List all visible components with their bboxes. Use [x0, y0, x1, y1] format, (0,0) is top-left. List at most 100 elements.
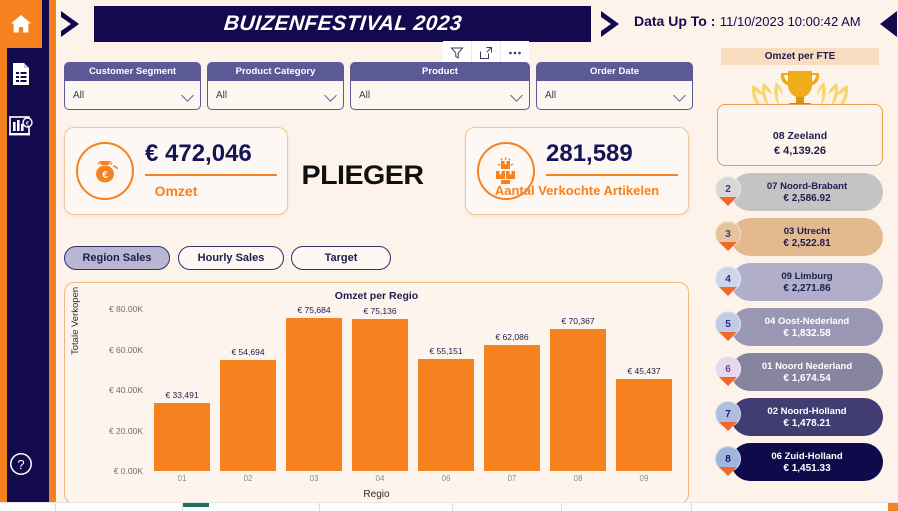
chart-bar[interactable] [285, 317, 343, 471]
chart-bar-group[interactable]: € 75,136 04 [347, 305, 413, 483]
chart-bar[interactable] [483, 345, 541, 471]
page-tab[interactable] [0, 503, 56, 511]
slicer-order-date[interactable]: Order Date All [536, 62, 693, 110]
ranking-row-6[interactable]: 6 01 Noord Nederland € 1,674.54 [715, 353, 883, 391]
chart-bar-group[interactable]: € 45,437 09 [611, 309, 677, 483]
kpi-value: € 472,046 [145, 140, 252, 167]
kpi-label: Aantal Verkochte Artikelen [494, 183, 660, 198]
ranking-name: 09 Limburg [781, 270, 833, 282]
slicer-label: Customer Segment [64, 62, 201, 81]
kpi-divider [546, 174, 678, 176]
boxes-stack-icon [496, 157, 515, 184]
page-tab-strip[interactable] [0, 502, 898, 511]
left-navigation-rail: € ? [0, 0, 56, 511]
chart-bar-group[interactable]: € 75,684 03 [281, 305, 347, 483]
slicer-dropdown[interactable]: All [536, 81, 693, 110]
chart-bar-value-label: € 33,491 [165, 390, 199, 401]
focus-mode-button[interactable] [472, 41, 500, 65]
rail-background [7, 0, 49, 511]
rank-medal-ribbon [719, 422, 737, 431]
chart-x-tick: 07 [507, 474, 517, 483]
rank-medal-ribbon [719, 287, 737, 296]
page-title: BUIZENFESTIVAL 2023 [222, 12, 463, 35]
ranking-row-4[interactable]: 4 09 Limburg € 2,271.86 [715, 263, 883, 301]
ranking-row-7[interactable]: 7 02 Noord-Holland € 1,478.21 [715, 398, 883, 436]
sidebar-item-report[interactable] [0, 52, 42, 96]
chart-x-axis-title: Regio [363, 489, 390, 500]
home-icon [11, 15, 31, 33]
ranking-row-2[interactable]: 2 07 Noord-Brabant € 2,586.92 [715, 173, 883, 211]
ranking-row-3[interactable]: 3 03 Utrecht € 2,522.81 [715, 218, 883, 256]
chart-panel[interactable]: Omzet per Regio Totale Verkopen € 0.00K €… [64, 282, 689, 504]
tab-target[interactable]: Target [291, 246, 391, 270]
slicer-product[interactable]: Product All [350, 62, 530, 110]
data-up-to: Data Up To : 11/10/2023 10:00:42 AM [634, 13, 861, 31]
kpi-value: 281,589 [546, 140, 633, 167]
chart-bar[interactable] [351, 318, 409, 471]
page-tab[interactable] [453, 503, 562, 511]
chart-x-tick: 01 [177, 474, 187, 483]
filter-button[interactable] [443, 41, 471, 65]
tab-hourly-sales[interactable]: Hourly Sales [178, 246, 284, 270]
chart-bar-group[interactable]: € 62,086 07 [479, 309, 545, 483]
rank-medal-ribbon [719, 377, 737, 386]
ranking-value: € 1,674.54 [783, 372, 831, 384]
sidebar-item-data[interactable]: € [0, 104, 42, 148]
chart-bar-group[interactable]: € 33,491 01 [149, 309, 215, 483]
kpi-icon-ring [477, 142, 535, 200]
svg-text:?: ? [17, 457, 24, 472]
slicer-value: All [216, 89, 228, 101]
rank-medal-ribbon [719, 467, 737, 476]
chart-x-tick: 06 [441, 474, 451, 483]
tab-region-sales[interactable]: Region Sales [64, 246, 170, 270]
chevron-end-decor-icon [880, 11, 897, 37]
slicer-dropdown[interactable]: All [207, 81, 344, 110]
ranking-name: 02 Noord-Holland [767, 405, 847, 417]
sidebar-item-home[interactable] [0, 0, 42, 48]
ranking-value: € 1,451.33 [783, 462, 831, 474]
slicer-product-category[interactable]: Product Category All [207, 62, 344, 110]
chart-bar-value-label: € 75,136 [363, 305, 397, 316]
chart-bar-value-label: € 45,437 [627, 366, 661, 376]
ranking-row-8[interactable]: 8 06 Zuid-Holland € 1,451.33 [715, 443, 883, 481]
kpi-icon-ring: € [76, 142, 134, 200]
ranking-row-5[interactable]: 5 04 Oost-Nederland € 1,832.58 [715, 308, 883, 346]
chevron-left-notch [61, 17, 71, 31]
chart-x-tick: 04 [375, 474, 385, 483]
data-up-to-label: Data Up To : [634, 13, 716, 29]
page-strip-accent [888, 503, 898, 511]
page-tab[interactable] [56, 503, 183, 511]
page-tab[interactable] [183, 503, 320, 511]
chart-bar-group[interactable]: € 54,694 02 [215, 309, 281, 483]
ranking-row-1[interactable]: 08 Zeeland € 4,139.26 [717, 104, 883, 166]
chart-bar-value-label: € 75,684 [297, 304, 331, 315]
filter-funnel-icon [450, 47, 464, 59]
slicer-value: All [359, 89, 371, 101]
kpi-divider [145, 174, 277, 176]
sidebar-item-help[interactable]: ? [0, 442, 42, 486]
more-options-icon [509, 51, 521, 55]
chart-bar[interactable] [549, 328, 607, 471]
slicer-label: Product [350, 62, 530, 81]
chart-bar[interactable] [417, 359, 475, 471]
chart-bar-group[interactable]: € 55,151 06 [413, 309, 479, 483]
kpi-label: Omzet [154, 183, 198, 199]
more-options-button[interactable] [501, 41, 529, 65]
svg-text:€: € [26, 122, 30, 128]
chevron-down-icon [673, 89, 686, 102]
chart-title: Omzet per Regio [334, 290, 419, 302]
chart-bar[interactable] [153, 403, 211, 471]
chart-bar-value-label: € 70,367 [561, 315, 595, 326]
chart-bar-group[interactable]: € 70,367 08 [545, 309, 611, 483]
slicer-customer-segment[interactable]: Customer Segment All [64, 62, 201, 110]
page-tab[interactable] [320, 503, 453, 511]
slicer-dropdown[interactable]: All [350, 81, 530, 110]
ranking-name: 07 Noord-Brabant [766, 180, 848, 192]
kpi-card-omzet: € € 472,046 Omzet [64, 127, 288, 215]
chevron-right-notch [601, 17, 611, 31]
slicer-dropdown[interactable]: All [64, 81, 201, 110]
page-tab[interactable] [562, 503, 692, 511]
chart-bar[interactable] [615, 379, 673, 471]
chart-y-tick: € 60.00K [108, 344, 143, 355]
chart-bar[interactable] [219, 360, 277, 471]
